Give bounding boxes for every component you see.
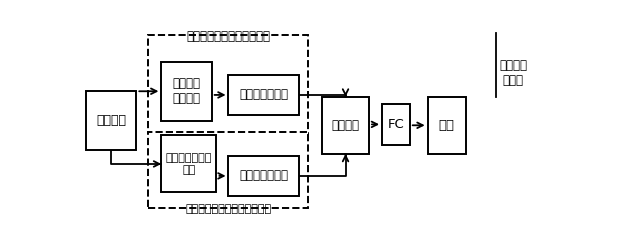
Text: FC: FC: [387, 118, 404, 131]
Bar: [228, 156, 300, 196]
Bar: [382, 104, 410, 145]
Bar: [162, 62, 212, 121]
Text: 输出: 输出: [439, 119, 455, 132]
Text: 多尺度行人轮廓
分割: 多尺度行人轮廓 分割: [166, 153, 212, 175]
Bar: [149, 132, 308, 208]
Bar: [322, 97, 369, 154]
Text: 特征融合: 特征融合: [332, 119, 360, 132]
Bar: [86, 91, 136, 150]
Bar: [228, 75, 300, 115]
Bar: [149, 35, 308, 134]
Text: 交叉熵损
失函数: 交叉熵损 失函数: [499, 59, 527, 87]
Text: 多尺度行人轮廓分割分支网络: 多尺度行人轮廓分割分支网络: [185, 204, 271, 214]
Text: 行人重识别网络: 行人重识别网络: [240, 169, 288, 182]
Bar: [428, 97, 466, 154]
Text: 行人重识别网络: 行人重识别网络: [240, 88, 288, 101]
Text: 图片输入: 图片输入: [96, 114, 126, 127]
Text: 行人全局
特征提取: 行人全局 特征提取: [173, 77, 201, 105]
Text: 行人全局特征提取分支网络: 行人全局特征提取分支网络: [186, 30, 271, 43]
Bar: [162, 136, 217, 192]
